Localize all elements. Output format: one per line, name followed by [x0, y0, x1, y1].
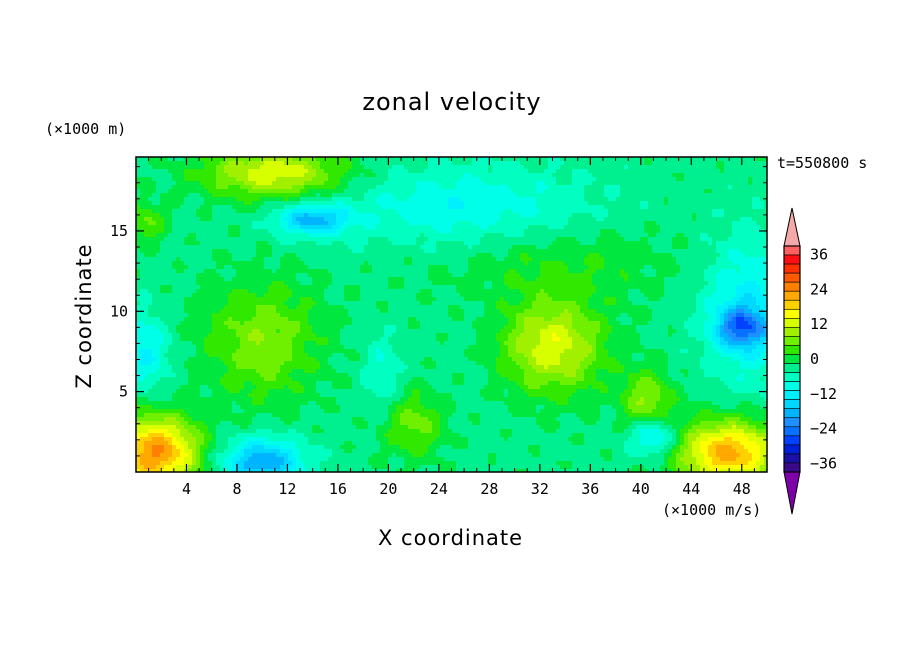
- x-axis-unit: (×1000 m/s): [662, 501, 762, 519]
- colorbar-box: [783, 363, 801, 373]
- x-tick-label: 4: [182, 480, 191, 498]
- colorbar-box: [783, 254, 801, 265]
- colorbar-box: [783, 318, 801, 328]
- x-tick-label: 12: [278, 480, 296, 498]
- colorbar-box: [783, 263, 801, 274]
- time-label: t=550800 s: [777, 154, 868, 172]
- x-tick-label: 24: [430, 480, 448, 498]
- x-tick-label: 36: [581, 480, 599, 498]
- colorbar-box: [783, 272, 801, 283]
- colorbar-box: [783, 435, 801, 446]
- y-tick-label: 5: [119, 383, 128, 401]
- colorbar-extend-bottom: [783, 471, 801, 515]
- colorbar-extend-top: [783, 207, 801, 247]
- colorbar-box: [783, 372, 801, 382]
- colorbar-tick-label: −36: [810, 454, 837, 472]
- colorbar-box: [783, 444, 801, 455]
- colorbar-box: [783, 281, 801, 292]
- x-tick-label: 28: [480, 480, 498, 498]
- colorbar-box: [783, 327, 801, 337]
- colorbar-box: [783, 336, 801, 346]
- y-axis-unit: (×1000 m): [45, 120, 127, 138]
- colorbar-box: [783, 245, 801, 256]
- colorbar-box: [783, 453, 801, 464]
- colorbar-box: [783, 299, 801, 310]
- colorbar-box: [783, 399, 801, 410]
- contour-field: [136, 157, 767, 472]
- colorbar-tick-label: 12: [810, 315, 828, 333]
- colorbar-box: [783, 390, 801, 400]
- colorbar-box: [783, 354, 801, 364]
- colorbar-tick-label: −24: [810, 420, 837, 438]
- x-tick-label: 48: [733, 480, 751, 498]
- y-tick-label: 15: [110, 222, 128, 240]
- colorbar-box: [783, 408, 801, 419]
- x-tick-label: 44: [682, 480, 700, 498]
- colorbar-tick-label: −12: [810, 385, 837, 403]
- colorbar-tick-label: 0: [810, 350, 819, 368]
- colorbar-tick-label: 24: [810, 280, 828, 298]
- colorbar-frame: [783, 245, 801, 473]
- colorbar-tick-label: 36: [810, 246, 828, 264]
- x-tick-label: 20: [379, 480, 397, 498]
- colorbar-box: [783, 308, 801, 319]
- x-tick-label: 40: [632, 480, 650, 498]
- colorbar-box: [783, 426, 801, 437]
- chart-title: zonal velocity: [362, 88, 542, 116]
- x-axis-label: X coordinate: [378, 526, 524, 550]
- y-tick-label: 10: [110, 302, 128, 320]
- x-tick-label: 16: [329, 480, 347, 498]
- colorbar-box: [783, 381, 801, 391]
- x-tick-label: 8: [232, 480, 241, 498]
- colorbar-box: [783, 345, 801, 355]
- colorbar-box: [783, 417, 801, 428]
- colorbar-box: [783, 290, 801, 301]
- colorbar-box: [783, 462, 801, 473]
- x-tick-label: 32: [531, 480, 549, 498]
